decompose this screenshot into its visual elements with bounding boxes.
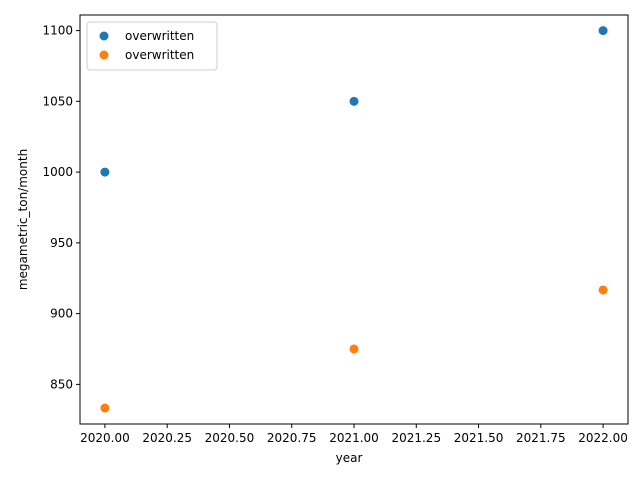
x-tick-label: 2021.50: [454, 431, 504, 445]
data-point-series-2: [100, 403, 110, 413]
data-point-series-1: [349, 96, 359, 106]
x-axis-label: year: [336, 451, 363, 465]
x-tick-label: 2021.00: [329, 431, 379, 445]
x-tick-label: 2022.00: [578, 431, 628, 445]
data-point-series-1: [100, 167, 110, 177]
x-tick-label: 2021.25: [391, 431, 441, 445]
legend-label-series-2: overwritten: [125, 48, 194, 62]
y-tick-label: 1100: [42, 24, 73, 38]
data-points: [100, 26, 608, 413]
x-tick-label: 2020.50: [205, 431, 255, 445]
legend-marker-series-2: [99, 50, 109, 60]
y-axis: 850 900 950 1000 1050 1100: [42, 24, 80, 391]
data-point-series-2: [598, 285, 608, 295]
legend-box: [86, 21, 218, 71]
legend-label-series-1: overwritten: [125, 29, 194, 43]
x-tick-label: 2020.25: [142, 431, 192, 445]
y-tick-label: 850: [50, 377, 73, 391]
data-point-series-1: [598, 26, 608, 36]
x-tick-label: 2020.00: [80, 431, 130, 445]
x-tick-label: 2021.75: [516, 431, 566, 445]
x-tick-label: 2020.75: [267, 431, 317, 445]
data-point-series-2: [349, 344, 359, 354]
y-tick-label: 1000: [42, 165, 73, 179]
y-tick-label: 950: [50, 236, 73, 250]
y-axis-label: megametric_ton/month: [16, 149, 30, 290]
x-axis: 2020.00 2020.25 2020.50 2020.75 2021.00 2021.…: [80, 424, 628, 445]
legend-marker-series-1: [99, 31, 109, 41]
legend: overwritten overwritten: [86, 21, 218, 71]
y-tick-label: 900: [50, 307, 73, 321]
y-tick-label: 1050: [42, 94, 73, 108]
